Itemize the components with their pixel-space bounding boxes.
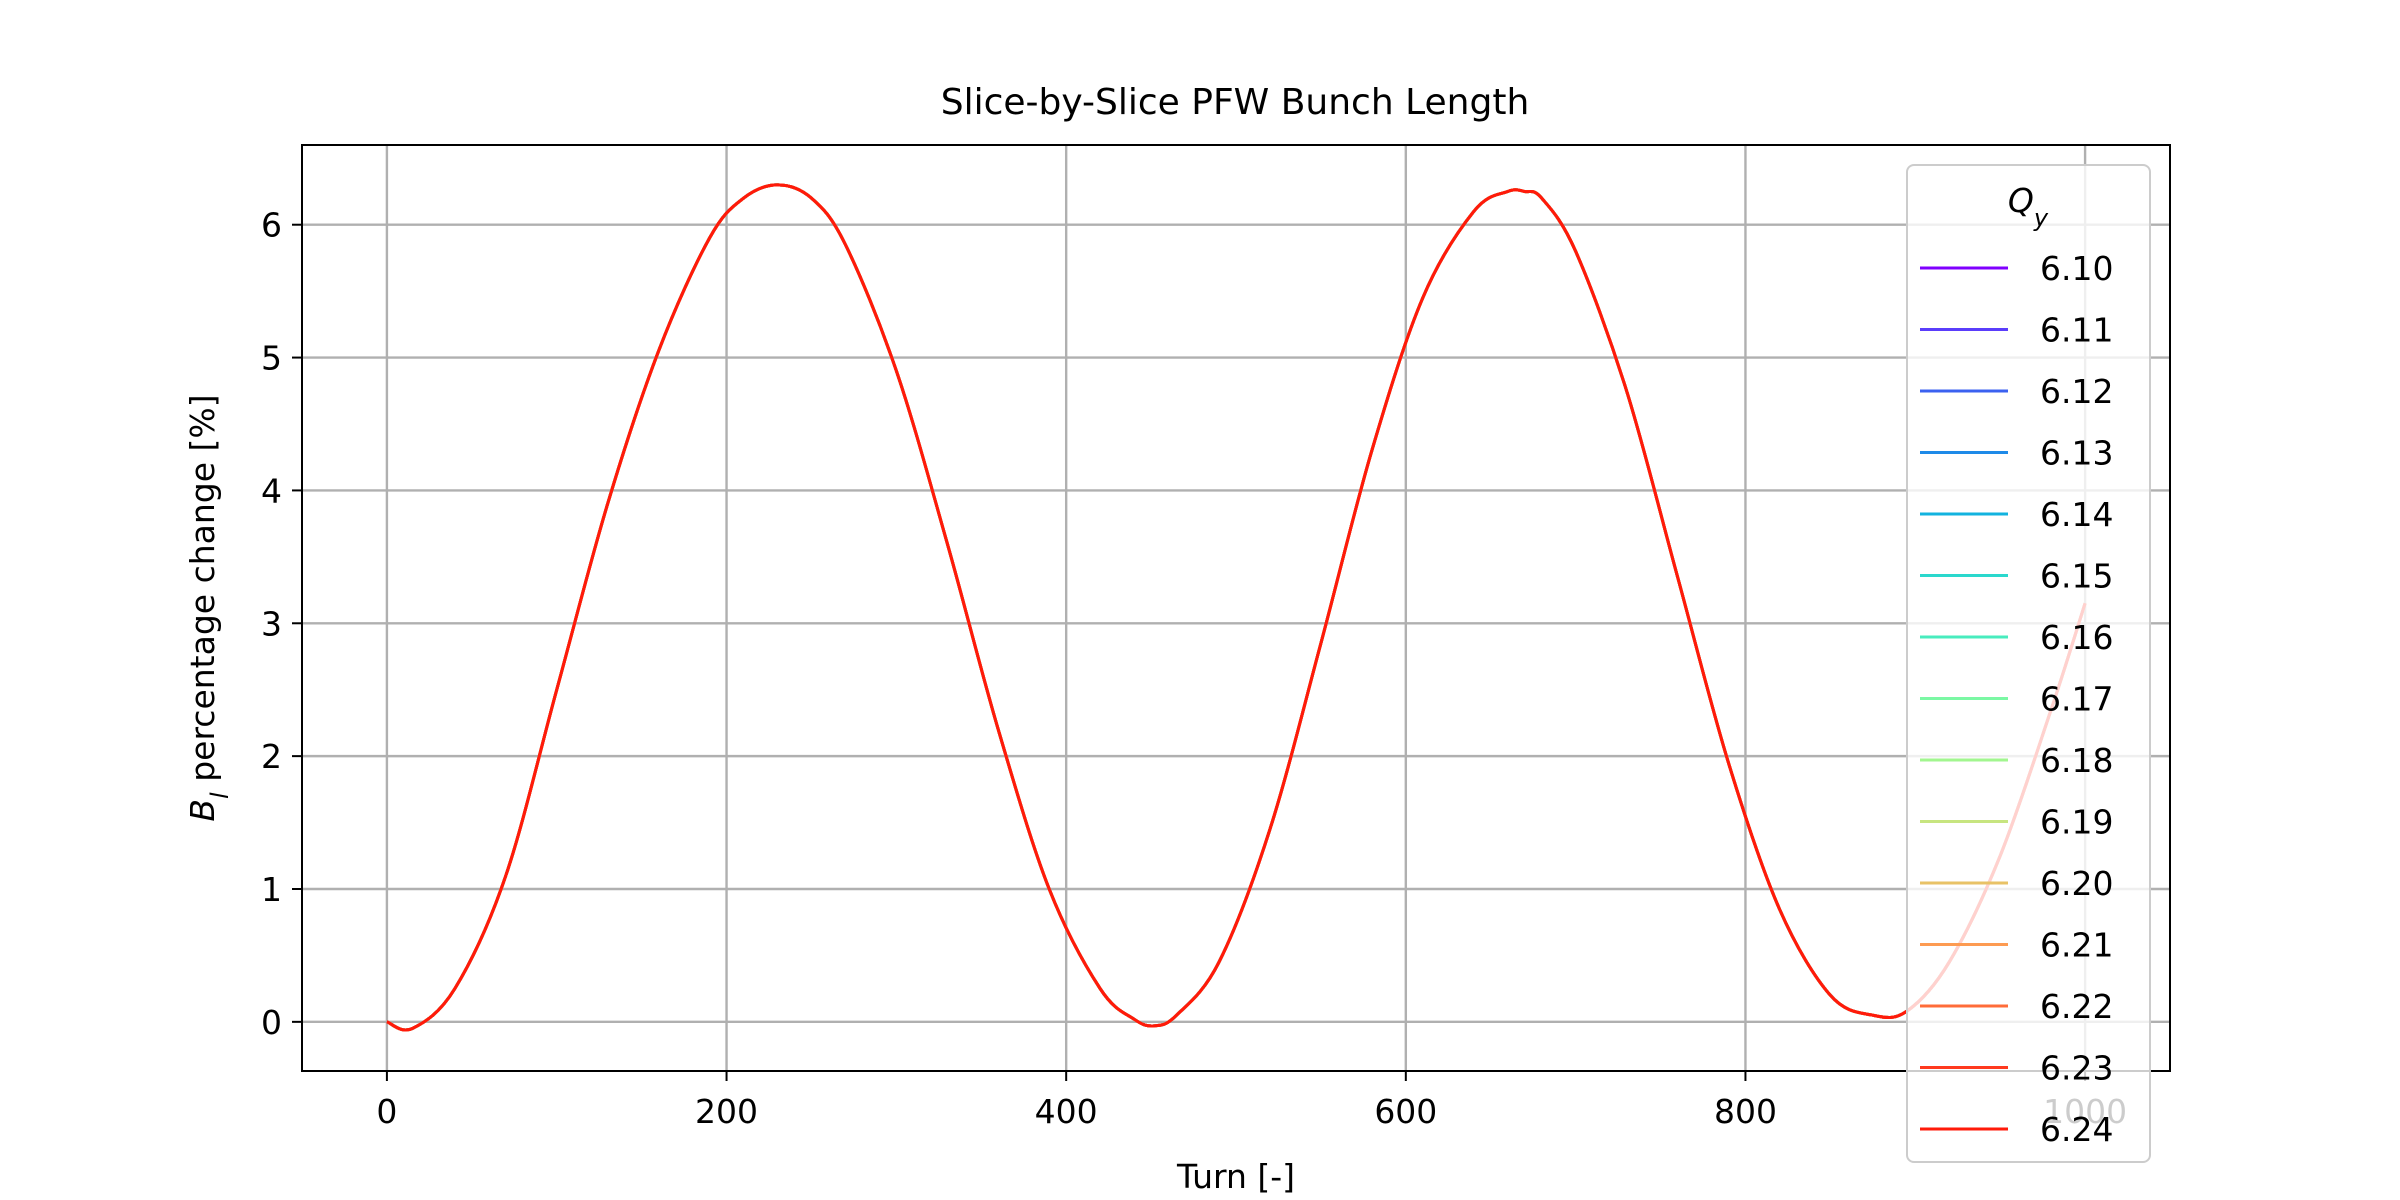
x-tick-label: 800: [1714, 1092, 1777, 1131]
grid: [302, 145, 2170, 1071]
x-tick-label: 600: [1374, 1092, 1437, 1131]
plot-frame: [301, 144, 2171, 1072]
y-axis-ticks: 0 1 2 3 4 5 6: [261, 206, 302, 1042]
legend-label: 6.10: [2040, 249, 2113, 288]
legend-label: 6.12: [2040, 372, 2113, 411]
y-tick-label: 3: [261, 604, 282, 643]
y-tick-label: 0: [261, 1003, 282, 1042]
legend-title: Qy: [2008, 181, 2049, 232]
series-line-6-12: [386, 183, 2087, 1032]
series-line-6-10: [386, 183, 2087, 1032]
y-axis-label: Bl percentage change [%]: [183, 394, 234, 821]
legend-label: 6.18: [2040, 741, 2113, 780]
legend-title-symbol: Q: [2008, 181, 2034, 220]
series-line-6-21: [386, 183, 2087, 1032]
legend-label: 6.20: [2040, 864, 2113, 903]
x-axis-ticks: 02004006008001000: [376, 1071, 2127, 1131]
legend-label: 6.21: [2040, 926, 2113, 965]
legend-label: 6.22: [2040, 987, 2113, 1026]
legend-label: 6.11: [2040, 311, 2113, 350]
y-axis-label-text: percentage change [%]: [183, 394, 222, 792]
legend-label: 6.14: [2040, 495, 2113, 534]
y-tick-label: 5: [261, 339, 282, 378]
legend-box: [1906, 164, 2151, 1163]
series-line-6-24: [386, 183, 2087, 1032]
legend-label: 6.23: [2040, 1049, 2113, 1088]
legend-label: 6.19: [2040, 803, 2113, 842]
series-line-6-11: [386, 183, 2087, 1032]
legend-entries: 6.10 6.11 6.12 6.13 6.14 6.15 6.16 6.17 6.18 6.19…: [1920, 249, 2113, 1149]
legend-label: 6.13: [2040, 434, 2113, 473]
series-line-6-19: [386, 183, 2087, 1032]
x-tick-label: 0: [376, 1092, 397, 1131]
legend-label: 6.16: [2040, 618, 2113, 657]
chart-title: Slice-by-Slice PFW Bunch Length: [941, 82, 1530, 123]
legend-title-subscript: y: [2033, 204, 2049, 232]
series-line-6-20: [386, 183, 2087, 1032]
series-line-6-18: [386, 183, 2087, 1032]
legend-label: 6.17: [2040, 680, 2113, 719]
series-line-6-17: [386, 183, 2087, 1032]
series-line-6-22: [386, 183, 2087, 1032]
x-tick-label: 400: [1035, 1092, 1098, 1131]
legend-label: 6.24: [2040, 1110, 2113, 1149]
legend: Qy 6.106.116.126.136.146.156.166.176.186…: [1906, 164, 2151, 1163]
y-tick-label: 6: [261, 206, 282, 245]
y-tick-label: 4: [261, 471, 282, 510]
y-axis-label-symbol: B: [183, 799, 222, 822]
y-axis-label-subscript: l: [206, 792, 234, 799]
series-line-6-13: [386, 183, 2087, 1032]
series-line-6-14: [386, 183, 2087, 1032]
series-line-6-15: [386, 183, 2087, 1032]
x-axis-label: Turn [-]: [1176, 1157, 1295, 1196]
y-tick-label: 2: [261, 737, 282, 776]
x-tick-label: 200: [695, 1092, 758, 1131]
legend-label: 6.15: [2040, 557, 2113, 596]
y-tick-label: 1: [261, 870, 282, 909]
series-line-6-16: [386, 183, 2087, 1032]
series-line-6-23: [386, 183, 2087, 1032]
series-lines: [386, 183, 2087, 1032]
